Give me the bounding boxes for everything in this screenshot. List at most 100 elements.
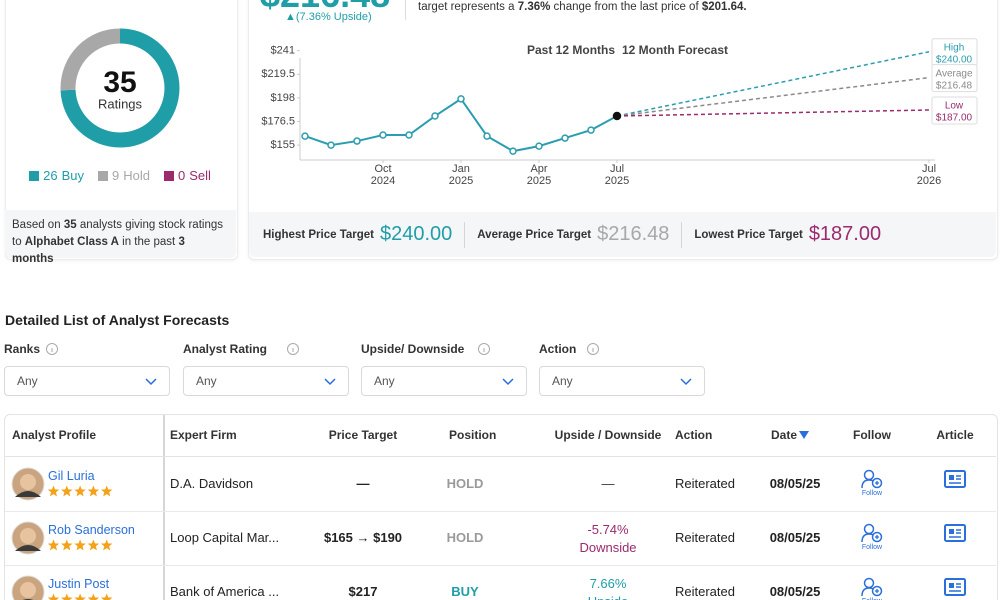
follow-body <box>861 479 874 489</box>
price-line <box>304 97 618 153</box>
upside-badge: ▲(7.36% Upside) <box>285 11 372 23</box>
divider <box>681 221 683 248</box>
avatar <box>11 467 45 501</box>
price-point <box>327 141 335 149</box>
info-icon <box>587 343 600 355</box>
article-icon[interactable] <box>944 470 966 488</box>
price-point <box>612 111 622 121</box>
star <box>100 593 113 600</box>
note-part: analysts giving stock ratings to <box>12 219 223 248</box>
avatar-body <box>15 491 41 497</box>
row-border <box>5 565 996 566</box>
legend-item: 9 Hold <box>97 168 150 183</box>
x-tick-label: Jul 2025 <box>605 163 629 187</box>
legend-name: Hold <box>123 168 150 183</box>
star <box>61 593 73 600</box>
price-point <box>431 112 439 120</box>
desc-part: $201.64. <box>701 1 747 13</box>
summary-label: Highest Price Target <box>263 228 374 241</box>
action: Reiterated <box>675 476 735 491</box>
price-point <box>379 131 387 139</box>
desc-part: change from the last price of <box>553 1 699 13</box>
date: 08/05/25 <box>769 476 821 491</box>
upside: -5.74% <box>587 522 629 537</box>
forecast-value: $187.00 <box>936 113 973 124</box>
note-part: 35 <box>63 219 77 231</box>
header-border <box>5 456 996 457</box>
avatar-face <box>20 474 36 490</box>
price-target-big: $216.48 <box>260 0 390 16</box>
follow-plus-sign <box>875 535 879 539</box>
avatar <box>11 521 45 555</box>
column-header: Price Target <box>328 428 398 442</box>
price-point <box>587 126 595 134</box>
filter-dropdown[interactable]: Any <box>539 366 705 396</box>
legend-count: 9 <box>111 168 120 183</box>
filter-value: Any <box>552 374 573 388</box>
price-point <box>353 137 361 145</box>
expert-firm: Bank of America ... <box>170 584 280 599</box>
price-point <box>457 95 465 103</box>
summary-value: $216.48 <box>597 223 670 245</box>
star <box>47 593 60 600</box>
note-part: 3 months <box>12 236 185 265</box>
column-divider <box>163 415 165 600</box>
forecast-label-box <box>931 64 978 93</box>
avatar-face <box>20 582 36 598</box>
rating-legend: 26 Buy 9 Hold 0 Sell <box>0 168 240 183</box>
price-chart: Past 12 Months 12 Month Forecast $241 $21… <box>261 38 978 187</box>
legend-name: Buy <box>61 168 84 183</box>
ratings-count: 35 <box>103 66 136 99</box>
star <box>74 485 86 497</box>
upside: 7.66% <box>589 576 627 591</box>
column-header: Upside / Downside <box>554 428 662 442</box>
summary-item: Average Price Target $216.48 <box>477 223 669 246</box>
column-header: Date <box>771 428 798 442</box>
star <box>47 539 60 551</box>
follow-label: Follow <box>862 598 882 600</box>
forecast-name: High <box>944 42 965 53</box>
desc-part: 7.36% <box>517 1 551 13</box>
price-point <box>483 132 491 140</box>
legend-name: Sell <box>189 168 211 183</box>
filter-label: Analyst Rating <box>183 342 268 356</box>
filter-label: Action <box>539 342 577 356</box>
header-description: target represents a 7.36% change from th… <box>418 1 747 13</box>
table <box>4 414 998 600</box>
forecast-label-box <box>931 96 978 125</box>
position: HOLD <box>446 476 484 491</box>
article-lines <box>949 583 961 592</box>
follow-icon[interactable] <box>861 469 883 489</box>
filter-label: Ranks <box>4 342 41 356</box>
filter-dropdown[interactable]: Any <box>183 366 349 396</box>
chevron-path <box>502 378 514 386</box>
column-header: Follow <box>853 428 891 442</box>
note-text: Based on 35 analysts giving stock rating… <box>5 210 236 275</box>
follow-icon[interactable] <box>861 523 883 543</box>
action: Reiterated <box>675 530 735 545</box>
article-icon[interactable] <box>944 524 966 542</box>
section-title: Detailed List of Analyst Forecasts <box>5 312 230 328</box>
y-tick-label: $241 <box>271 45 295 57</box>
chevron <box>502 378 514 386</box>
forecast-line <box>616 109 930 117</box>
summary-item: Highest Price Target $240.00 <box>263 223 452 246</box>
forecast-value: $216.48 <box>936 80 973 91</box>
forecast-line <box>616 76 930 117</box>
article-icon[interactable] <box>944 578 966 596</box>
article-frame <box>944 470 966 488</box>
follow-icon[interactable] <box>861 577 883 597</box>
filter-dropdown[interactable]: Any <box>361 366 527 396</box>
divider <box>405 0 406 20</box>
summary-row: Highest Price Target $240.00 Average Price… <box>249 212 996 257</box>
filter-dropdown[interactable]: Any <box>4 366 170 396</box>
star <box>61 539 73 551</box>
column-header: Article <box>936 428 974 442</box>
y-tick-label: $155 <box>271 139 295 151</box>
article-image <box>949 529 954 534</box>
summary-label: Lowest Price Target <box>694 228 803 241</box>
chart-title: Past 12 Months <box>527 43 615 57</box>
article-lines <box>949 475 961 484</box>
note-part: Alphabet Class A <box>24 236 119 248</box>
